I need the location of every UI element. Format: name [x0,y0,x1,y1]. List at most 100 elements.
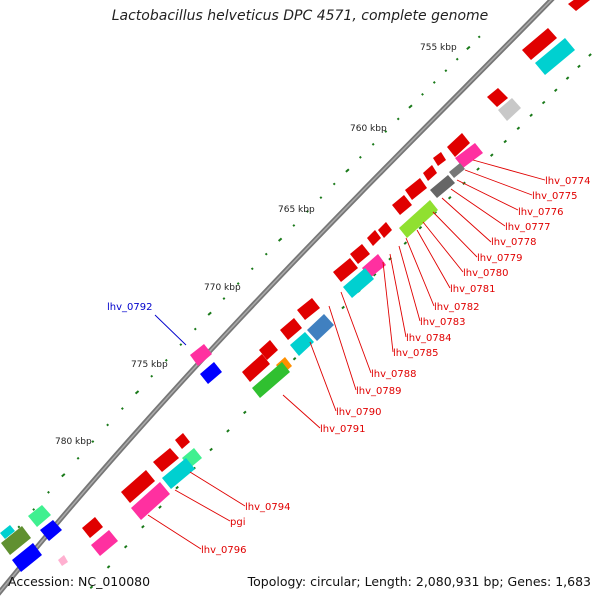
gene-block[interactable] [0,525,15,539]
gene-block[interactable] [378,222,392,238]
gene-label-lhv-0788[interactable]: lhv_0788 [371,369,416,380]
gene-label-lhv-0785[interactable]: lhv_0785 [393,348,438,359]
gene-block[interactable] [153,448,179,472]
gene-label-lhv-0783[interactable]: lhv_0783 [420,317,465,328]
gene-block[interactable] [121,470,155,503]
tick-mark [432,81,436,84]
gene-label-lhv-0779[interactable]: lhv_0779 [477,253,522,264]
gene-block[interactable] [423,165,437,181]
tick-mark [209,447,213,452]
gene-block[interactable] [333,258,358,282]
gene-label-lhv-0780[interactable]: lhv_0780 [463,268,508,279]
gene-block[interactable] [82,517,103,538]
leader-line [147,514,202,550]
gene-block[interactable] [307,314,334,341]
tick-mark [565,76,570,80]
gene-block[interactable] [405,178,427,200]
tick-mark [476,167,480,171]
leader-line [389,253,407,338]
tick-mark [91,440,95,443]
leader-line [464,169,533,196]
genome-summary-text: Topology: circular; Length: 2,080,931 bp… [247,574,591,589]
tick-mark [577,64,581,69]
gene-block[interactable] [449,163,465,178]
gene-block[interactable] [259,340,278,360]
tick-mark [236,282,240,285]
gene-features [0,0,590,572]
gene-label-lhv-0778[interactable]: lhv_0778 [491,237,536,248]
gene-label-lhv-0784[interactable]: lhv_0784 [406,333,451,344]
gene-label-lhv-0776[interactable]: lhv_0776 [518,207,563,218]
accession-text: Accession: NC_010080 [8,574,151,589]
gene-block[interactable] [498,98,521,121]
gene-label-lhv-0782[interactable]: lhv_0782 [434,302,479,313]
tick-mark [541,100,546,105]
gene-block[interactable] [162,458,195,489]
gene-block[interactable] [40,520,62,541]
map-title: Lactobacillus helveticus DPC 4571, compl… [111,8,489,24]
kbp-label-780: 780 kbp [55,437,92,447]
tick-mark [529,113,533,117]
tick-mark [319,196,323,200]
tick-mark [371,142,375,146]
gene-block[interactable] [535,38,575,75]
tick-mark [306,210,309,213]
gene-block[interactable] [131,482,170,520]
gene-label-lhv-0789[interactable]: lhv_0789 [356,386,401,397]
tick-mark [292,224,296,227]
gene-block[interactable] [350,244,370,264]
tick-mark [277,237,283,242]
gene-block[interactable] [200,362,222,384]
gene-block[interactable] [252,362,290,398]
gene-label-lhv-0777[interactable]: lhv_0777 [505,222,550,233]
leader-line [174,489,231,522]
gene-block[interactable] [367,230,381,246]
gene-block[interactable] [297,298,320,320]
gene-label-lhv-0792[interactable]: lhv_0792 [107,302,152,313]
gene-block[interactable] [447,133,470,157]
gene-block[interactable] [280,318,302,340]
tick-marks [2,35,592,590]
gene-block[interactable] [522,28,557,60]
gene-label-lhv-0781[interactable]: lhv_0781 [450,284,495,295]
tick-mark [418,225,423,230]
gene-block[interactable] [1,526,31,555]
gene-block[interactable] [399,200,438,238]
gene-label-lhv-0790[interactable]: lhv_0790 [336,407,381,418]
gene-label-lhv-0774[interactable]: lhv_0774 [545,176,590,187]
gene-block[interactable] [91,530,118,556]
gene-block[interactable] [175,433,190,449]
tick-mark [489,153,494,157]
tick-mark [264,252,268,256]
tick-mark [141,525,145,529]
tick-mark [516,126,521,130]
tick-mark [503,139,508,144]
gene-block[interactable] [343,268,374,298]
gene-block[interactable] [568,0,590,11]
gene-block[interactable] [28,505,51,527]
tick-mark [222,297,226,300]
gene-block[interactable] [58,555,68,566]
leader-line [456,179,519,211]
gene-label-lhv-0791[interactable]: lhv_0791 [320,424,365,435]
gene-label-lhv-0796[interactable]: lhv_0796 [201,545,246,556]
tick-mark [179,343,183,347]
gene-block[interactable] [12,543,42,572]
gene-block[interactable] [487,88,508,107]
gene-block[interactable] [430,175,455,198]
tick-mark [345,168,350,173]
gene-label-lhv-0794[interactable]: lhv_0794 [245,502,290,513]
gene-label-lhv-0775[interactable]: lhv_0775 [532,191,577,202]
gene-block[interactable] [290,332,314,356]
tick-mark [421,92,424,96]
gene-block[interactable] [433,152,446,166]
gene-block[interactable] [455,143,483,168]
tick-mark [193,327,197,331]
gene-block[interactable] [242,354,270,382]
gene-block[interactable] [392,195,412,215]
leader-lines [147,159,546,550]
tick-mark [175,485,179,490]
gene-block[interactable] [190,344,212,366]
gene-label-pgi[interactable]: pgi [230,517,245,528]
tick-mark [372,272,377,277]
